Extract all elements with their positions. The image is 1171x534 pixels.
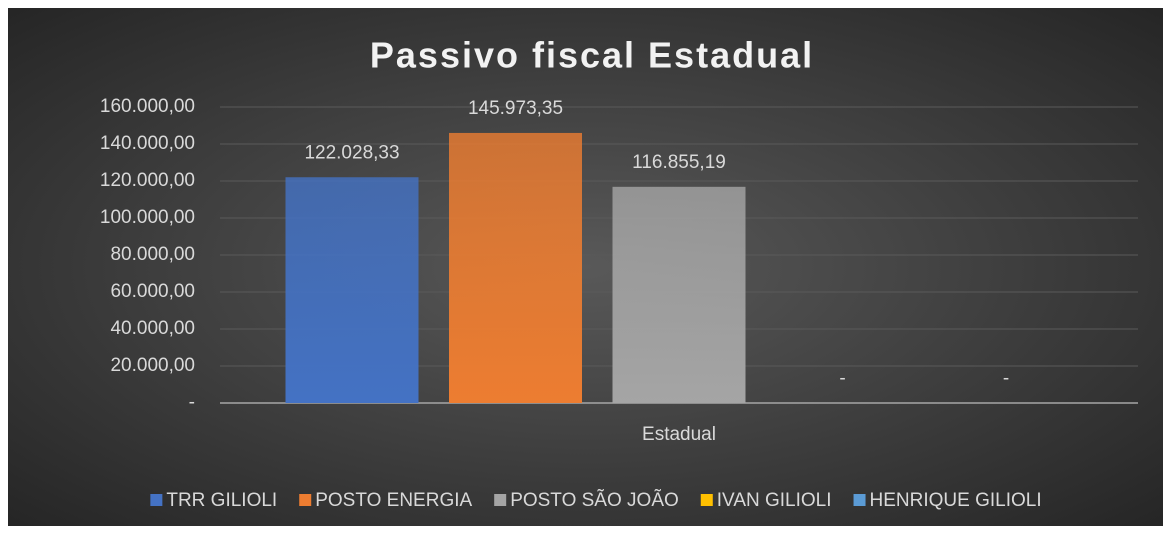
y-tick-label: - [189,392,195,413]
y-tick-label: 160.000,00 [100,96,195,117]
legend-label: POSTO SÃO JOÃO [510,489,679,511]
data-label: - [1003,368,1009,389]
bar [612,186,746,403]
y-tick-label: 40.000,00 [110,318,195,339]
legend-label: HENRIQUE GILIOLI [870,490,1042,511]
bar [449,132,582,404]
legend-swatch [150,494,163,506]
y-tick-label: 60.000,00 [110,281,195,302]
y-tick-label: 120.000,00 [100,170,195,191]
legend-label: POSTO ENERGIA [315,490,472,511]
y-tick-label: 80.000,00 [110,244,195,265]
data-label: 145.973,35 [468,98,563,119]
x-tick-label: Estadual [642,424,716,445]
data-label: - [839,368,845,389]
legend-label: IVAN GILIOLI [717,490,832,511]
legend-swatch [853,494,866,506]
y-tick-label: 140.000,00 [100,133,195,154]
legend-swatch [700,494,713,506]
bar [285,177,419,403]
y-tick-label: 20.000,00 [110,355,195,376]
y-tick-label: 100.000,00 [100,207,195,228]
legend-swatch [299,494,312,506]
legend-swatch [494,494,507,506]
legend: TRR GILIOLI POSTO ENERGIA POSTO SÃO JOÃO IV… [150,489,1042,511]
legend-label: TRR GILIOLI [166,490,277,511]
chart-background [8,8,1163,526]
data-label: 122.028,33 [304,142,399,163]
data-label: 116.855,19 [632,152,726,173]
chart-title: Passivo fiscal Estadual [370,35,814,76]
